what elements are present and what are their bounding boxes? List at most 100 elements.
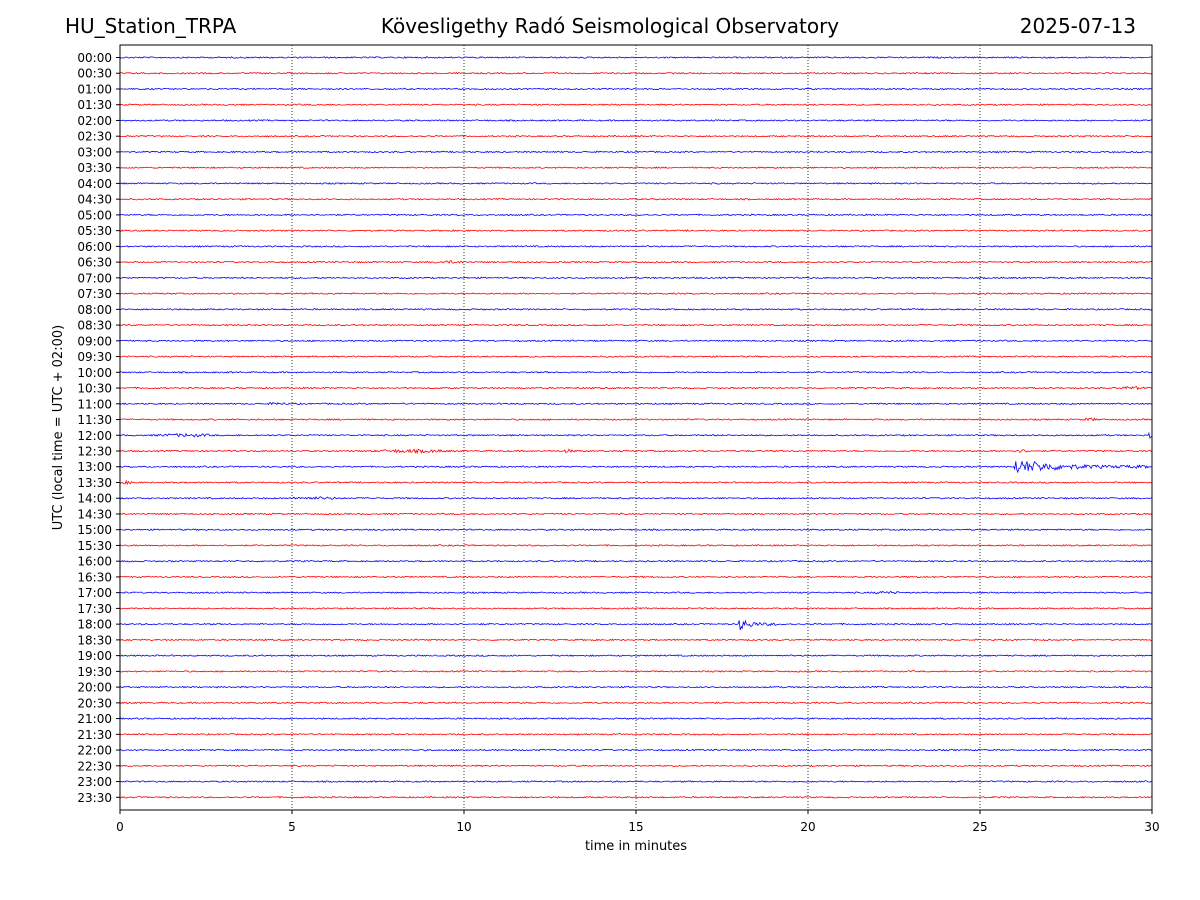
trace-1800 (119, 619, 1153, 631)
y-tick-label: 14:00 (77, 492, 112, 506)
y-tick-label: 03:30 (77, 161, 112, 175)
y-tick-label: 09:30 (77, 350, 112, 364)
y-tick-label: 02:30 (77, 130, 112, 144)
trace-2100 (119, 717, 1153, 720)
y-tick-label: 20:00 (77, 681, 112, 695)
trace-0530 (119, 229, 1153, 232)
trace-0130 (119, 103, 1153, 107)
y-tick-label: 03:00 (77, 145, 112, 159)
y-tick-label: 14:30 (77, 507, 112, 521)
trace-1230 (119, 448, 1153, 455)
x-tick-label: 25 (972, 820, 987, 834)
trace-0030 (119, 71, 1153, 75)
trace-0900 (119, 339, 1153, 343)
y-tick-label: 11:00 (77, 397, 112, 411)
trace-0700 (119, 276, 1153, 280)
y-tick-label: 22:30 (77, 759, 112, 773)
y-tick-label: 04:00 (77, 177, 112, 191)
trace-0000 (119, 56, 1153, 59)
x-tick-label: 15 (628, 820, 643, 834)
y-tick-label: 02:00 (77, 114, 112, 128)
x-axis-label: time in minutes (585, 839, 687, 854)
trace-1130 (119, 417, 1153, 422)
y-tick-label: 07:00 (77, 271, 112, 285)
y-tick-label: 23:00 (77, 775, 112, 789)
trace-1400 (119, 496, 1153, 500)
trace-1330 (119, 479, 1153, 486)
trace-0800 (119, 307, 1153, 311)
y-tick-label: 06:00 (77, 240, 112, 254)
y-tick-label: 20:30 (77, 696, 112, 710)
y-tick-label: 19:30 (77, 665, 112, 679)
trace-1300 (119, 461, 1153, 474)
trace-1900 (119, 654, 1153, 657)
y-tick-label: 21:30 (77, 728, 112, 742)
trace-1730 (119, 607, 1153, 610)
y-tick-label: 00:30 (77, 67, 112, 81)
y-tick-label: 08:30 (77, 319, 112, 333)
y-tick-label: 10:00 (77, 366, 112, 380)
y-tick-label: 01:30 (77, 98, 112, 112)
trace-1500 (119, 528, 1153, 532)
y-tick-label: 19:00 (77, 649, 112, 663)
observatory-title: Kövesligethy Radó Seismological Observat… (380, 14, 840, 38)
trace-1430 (119, 512, 1153, 516)
trace-0500 (119, 213, 1153, 217)
trace-0300 (119, 150, 1153, 154)
x-tick-label: 20 (800, 820, 815, 834)
y-tick-label: 13:30 (77, 476, 112, 490)
trace-2200 (119, 748, 1153, 752)
y-tick-label: 07:30 (77, 287, 112, 301)
trace-2130 (119, 732, 1153, 736)
trace-0430 (119, 197, 1153, 201)
y-tick-label: 15:00 (77, 523, 112, 537)
trace-0230 (119, 134, 1153, 138)
y-tick-label: 22:00 (77, 744, 112, 758)
y-tick-label: 12:30 (77, 445, 112, 459)
trace-1930 (119, 670, 1153, 673)
y-tick-label: 06:30 (77, 256, 112, 270)
x-axis-ticks: 0 5 10 15 20 25 30 (116, 810, 1160, 834)
x-tick-label: 30 (1144, 820, 1159, 834)
y-tick-label: 05:00 (77, 208, 112, 222)
trace-2230 (119, 764, 1153, 768)
y-tick-label: 16:30 (77, 570, 112, 584)
x-tick-label: 10 (456, 820, 471, 834)
x-tick-label: 0 (116, 820, 124, 834)
trace-1200 (119, 431, 1153, 439)
trace-2000 (119, 685, 1153, 689)
trace-1830 (119, 638, 1153, 642)
y-tick-label: 13:00 (77, 460, 112, 474)
y-tick-label: 00:00 (77, 51, 112, 65)
trace-1100 (119, 402, 1153, 406)
y-tick-label: 16:00 (77, 555, 112, 569)
y-tick-label: 05:30 (77, 224, 112, 238)
trace-2330 (119, 795, 1153, 799)
vertical-grid (291, 45, 981, 810)
y-tick-label: 11:30 (77, 413, 112, 427)
trace-0200 (119, 119, 1153, 122)
y-tick-label: 18:00 (77, 618, 112, 632)
y-tick-label: 21:00 (77, 712, 112, 726)
trace-0730 (119, 292, 1153, 295)
trace-1630 (119, 575, 1153, 579)
trace-0830 (119, 323, 1153, 327)
y-tick-label: 17:30 (77, 602, 112, 616)
trace-2300 (119, 780, 1153, 783)
y-tick-label: 10:30 (77, 382, 112, 396)
y-tick-label: 04:30 (77, 193, 112, 207)
trace-0630 (119, 260, 1153, 264)
trace-0100 (119, 87, 1153, 91)
y-tick-label: 18:30 (77, 633, 112, 647)
trace-0400 (119, 182, 1153, 185)
y-tick-label: 09:00 (77, 334, 112, 348)
trace-0600 (119, 244, 1153, 248)
y-axis-label: UTC (local time = UTC + 02:00) (51, 325, 66, 530)
trace-layer (119, 56, 1153, 799)
y-tick-label: 01:00 (77, 82, 112, 96)
trace-0330 (119, 166, 1153, 170)
y-tick-label: 12:00 (77, 429, 112, 443)
